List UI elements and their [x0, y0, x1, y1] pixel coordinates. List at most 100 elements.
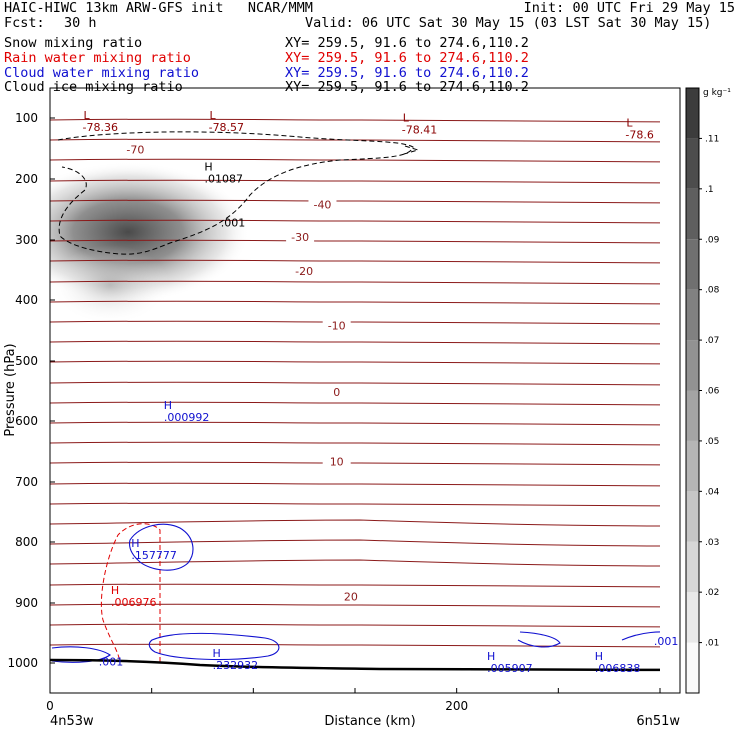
- forecast-label: Fcst:: [4, 15, 45, 31]
- isotherm-line: [50, 381, 660, 386]
- colorbar-label: .04: [705, 487, 720, 497]
- isotherm-line: [50, 179, 660, 184]
- temperature-low-symbol: L: [403, 112, 410, 125]
- x-axis-title: Distance (km): [324, 714, 415, 729]
- colorbar-label: .11: [705, 134, 719, 144]
- isotherm-line: [50, 158, 660, 163]
- y-tick-label: 900: [15, 596, 38, 610]
- terrain-line: [50, 658, 660, 672]
- y-tick-label: 600: [15, 414, 38, 428]
- colorbar-label: .08: [705, 286, 720, 296]
- isotherm-line: [50, 259, 660, 264]
- isotherm-line: [50, 559, 660, 567]
- section-endpoint-left: 4n53w: [50, 714, 94, 729]
- mixing-ratio-high-value: .000992: [164, 411, 210, 424]
- colorbar-segment: [686, 642, 699, 693]
- isotherm-line: [50, 583, 660, 588]
- mixing-ratio-high-symbol: H: [595, 650, 603, 663]
- isotherm-line: [50, 603, 660, 608]
- colorbar-unit: g kg⁻¹: [703, 88, 731, 98]
- isotherm-label-bg: [121, 143, 150, 156]
- y-tick-label: 800: [15, 535, 38, 549]
- colorbar-label: .07: [705, 336, 719, 346]
- colorbar-segment: [686, 390, 699, 441]
- isotherm-line: [50, 401, 660, 406]
- isotherm-line: [50, 461, 660, 466]
- isotherm-line: [50, 643, 660, 648]
- mixing-ratio-high-value: .01087: [205, 172, 244, 185]
- isotherm-label: 10: [330, 456, 344, 469]
- mixing-ratio-high-symbol: H: [111, 584, 119, 597]
- temperature-low-value: -78.41: [402, 124, 437, 137]
- mixing-ratio-high-symbol: H: [213, 647, 221, 660]
- colorbar-label: .06: [705, 387, 720, 397]
- isotherm-line: [50, 441, 660, 446]
- y-tick-label: 300: [15, 233, 38, 247]
- y-tick-label: 500: [15, 354, 38, 368]
- y-tick-label: 400: [15, 293, 38, 307]
- temperature-low-symbol: L: [83, 109, 90, 122]
- cloud-water-contour-right-a: [517, 631, 561, 648]
- colorbar-segment: [686, 88, 699, 139]
- cloud-water-contour-right-b: [621, 631, 660, 641]
- colorbar-label: .09: [705, 235, 720, 245]
- field-name-cloud-water: Cloud water mixing ratio: [4, 65, 200, 81]
- isotherm-line: [50, 482, 660, 487]
- cloud-water-contour-lower: [148, 632, 280, 661]
- temperature-low-symbol: L: [210, 109, 217, 122]
- colorbar-label: .05: [705, 437, 719, 447]
- y-tick-label: 200: [15, 172, 38, 186]
- cloud-ice-contour-right-tip: [403, 145, 420, 155]
- init-time: Init: 00 UTC Fri 29 May 15: [523, 0, 735, 16]
- isotherm-line: [50, 118, 660, 123]
- y-axis-title: Pressure (hPa): [3, 343, 18, 436]
- cloud-water-contour-upper: [128, 523, 194, 571]
- mixing-ratio-high-value: .006838: [595, 662, 641, 675]
- colorbar-label: .03: [705, 538, 719, 548]
- colorbar-segment: [686, 289, 699, 341]
- mixing-ratio-high-value: .005907: [487, 662, 532, 675]
- valid-time: Valid: 06 UTC Sat 30 May 15 (03 LST Sat …: [305, 15, 712, 31]
- mixing-ratio-high-symbol: H: [487, 650, 495, 663]
- isotherm-label-bg: [322, 455, 351, 468]
- field-name-snow: Snow mixing ratio: [4, 35, 143, 51]
- rain-contour: [100, 523, 161, 663]
- isotherm-label: -20: [295, 265, 313, 278]
- contour-label: .001: [99, 655, 124, 668]
- x-tick-label: 200: [445, 699, 468, 713]
- colorbar-segment: [686, 440, 699, 492]
- field-range-snow: XY= 259.5, 91.6 to 274.6,110.2: [285, 35, 529, 51]
- forecast-hour: 30 h: [64, 15, 97, 31]
- isotherm-line: [50, 340, 660, 345]
- isotherm-line: [50, 239, 660, 244]
- isotherm-label-bg: [308, 198, 337, 211]
- cloud-ice-contour: [57, 131, 414, 255]
- contour-label: .001: [654, 635, 679, 648]
- isotherm-label-bg: [290, 265, 319, 277]
- field-range-rain: XY= 259.5, 91.6 to 274.6,110.2: [285, 50, 529, 66]
- isotherm-line: [50, 421, 660, 426]
- mixing-ratio-high-value: .157777: [131, 549, 177, 562]
- isotherm-label: 20: [344, 591, 358, 604]
- temperature-low-value: -78.57: [209, 121, 244, 134]
- temperature-low-value: -78.6: [625, 129, 653, 142]
- isotherm-line: [50, 219, 660, 224]
- contour-label: .001: [221, 217, 246, 230]
- isotherm-label: -30: [291, 231, 309, 244]
- mixing-ratio-high-symbol: H: [204, 160, 212, 173]
- isotherm-line: [50, 539, 660, 547]
- temperature-low-symbol: L: [626, 117, 633, 130]
- colorbar-segment: [686, 138, 699, 189]
- mixing-ratio-high-symbol: H: [131, 537, 139, 550]
- colorbar-label: .01: [705, 639, 719, 649]
- isotherm-label: -40: [313, 198, 331, 211]
- isotherm-line: [50, 519, 660, 527]
- colorbar-segment: [686, 340, 699, 391]
- mixing-ratio-high-symbol: H: [164, 399, 172, 412]
- isotherm-line: [50, 280, 660, 285]
- field-range-cloud-water: XY= 259.5, 91.6 to 274.6,110.2: [285, 65, 529, 81]
- colorbar-segment: [686, 592, 699, 643]
- isotherm-line: [50, 320, 660, 325]
- x-tick-label: 0: [46, 699, 54, 713]
